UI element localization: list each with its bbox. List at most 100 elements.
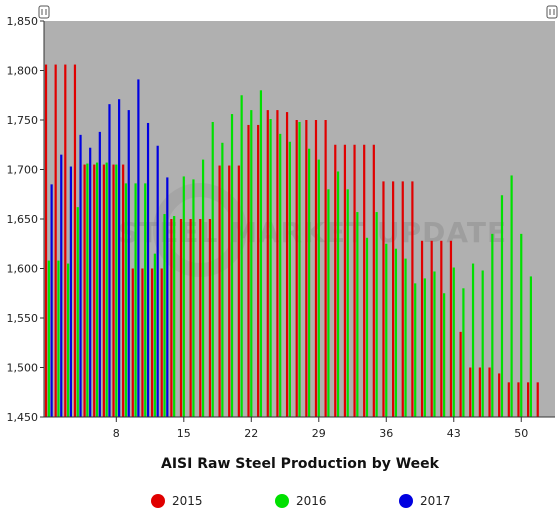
- bar-2016-week-29: [317, 159, 320, 417]
- legend-marker-2016: [275, 494, 289, 508]
- bar-2015-week-14: [170, 219, 173, 417]
- bar-2016-week-49: [510, 175, 513, 417]
- legend-item-2016[interactable]: 2016: [275, 494, 327, 508]
- bar-2015-week-19: [218, 165, 221, 417]
- bar-2016-week-26: [288, 141, 291, 417]
- legend-item-2015[interactable]: 2015: [151, 494, 203, 508]
- bar-2015-week-4: [73, 64, 77, 417]
- bar-2015-week-23: [257, 124, 260, 417]
- bar-2016-week-28: [308, 148, 311, 417]
- bar-2016-week-34: [365, 237, 369, 417]
- bar-2016-week-16: [192, 179, 195, 417]
- y-tick-label: 1,700: [7, 164, 39, 177]
- y-tick-label: 1,800: [7, 65, 39, 78]
- x-tick-label: 29: [312, 427, 326, 440]
- axes-group: 1,450 1,500 1,550 1,600 1,650 1,700 1,750 1,800…: [7, 15, 555, 440]
- bar-2015-week-52: [536, 382, 539, 417]
- bar-2015-week-1: [44, 64, 48, 417]
- bar-2016-week-45: [471, 263, 475, 417]
- bar-2015-week-24: [266, 110, 269, 417]
- bar-2016-week-13: [163, 214, 166, 417]
- bar-2015-week-36: [382, 181, 385, 417]
- bar-2016-week-30: [327, 189, 330, 417]
- bar-2016-week-25: [279, 133, 282, 418]
- bar-2016-week-14: [173, 216, 176, 417]
- scroll-handle-left[interactable]: [38, 5, 50, 19]
- bar-2017-week-6: [98, 131, 101, 417]
- bar-2015-week-10: [131, 268, 134, 417]
- bar-2016-week-37: [394, 248, 398, 417]
- bar-2015-week-42: [440, 240, 443, 417]
- bar-2015-week-33: [353, 144, 356, 417]
- bar-2016-week-18: [211, 121, 214, 417]
- bar-2016-week-51: [529, 276, 532, 417]
- legend[interactable]: 2015 2016 2017: [151, 494, 451, 508]
- bar-2015-week-28: [305, 120, 308, 417]
- bar-2016-week-12: [153, 253, 156, 417]
- bar-2016-week-5: [86, 163, 89, 417]
- bar-2016-week-38: [404, 258, 407, 417]
- bar-2015-week-45: [469, 367, 472, 417]
- bar-2015-week-46: [478, 367, 481, 417]
- bar-2016-week-8: [115, 164, 118, 417]
- bar-2016-week-47: [491, 233, 494, 417]
- x-tick-label: 43: [447, 427, 461, 440]
- bar-2016-week-10: [134, 183, 137, 417]
- x-axis-title: AISI Raw Steel Production by Week: [161, 456, 440, 472]
- bar-2017-week-1: [50, 184, 53, 417]
- bar-2016-week-20: [230, 114, 234, 417]
- bar-2016-week-31: [336, 171, 340, 417]
- bar-2016-week-23: [259, 90, 263, 418]
- bar-2016-week-11: [144, 183, 147, 417]
- bar-2016-week-48: [500, 195, 504, 417]
- bar-2016-week-32: [346, 189, 349, 417]
- bar-2017-week-9: [127, 110, 130, 417]
- bar-2015-week-2: [54, 64, 57, 417]
- bar-2015-week-18: [208, 219, 212, 417]
- bar-2017-week-3: [69, 166, 72, 417]
- scroll-handle-right[interactable]: [546, 5, 558, 19]
- bars-group: [44, 64, 539, 418]
- bar-2015-week-7: [102, 164, 105, 417]
- bar-2017-week-11: [146, 122, 150, 417]
- bar-2016-week-27: [298, 121, 301, 417]
- bar-2015-week-47: [488, 367, 491, 417]
- bar-2015-week-34: [363, 144, 366, 417]
- legend-item-2017[interactable]: 2017: [399, 494, 451, 508]
- bar-2016-week-41: [433, 271, 436, 417]
- bar-2015-week-26: [285, 112, 289, 417]
- bar-2015-week-30: [324, 120, 327, 417]
- y-tick-label: 1,850: [7, 15, 39, 28]
- y-tick-label: 1,750: [7, 114, 39, 127]
- bar-2015-week-3: [64, 64, 67, 417]
- bar-2016-week-42: [443, 293, 446, 417]
- bar-2015-week-21: [237, 165, 240, 417]
- x-tick-label: 36: [379, 427, 393, 440]
- y-tick-label: 1,550: [7, 312, 39, 325]
- bar-2015-week-35: [372, 144, 375, 417]
- bar-2017-week-13: [166, 177, 169, 417]
- bar-2017-week-7: [108, 104, 111, 417]
- bar-2015-week-20: [228, 165, 231, 417]
- bar-2015-week-49: [507, 382, 510, 417]
- bar-2015-week-41: [430, 240, 433, 417]
- bar-2017-week-2: [60, 154, 63, 417]
- x-tick-label: 8: [113, 427, 120, 440]
- bar-2015-week-51: [527, 382, 530, 417]
- bar-2016-week-17: [201, 159, 205, 417]
- bar-2015-week-15: [179, 219, 183, 417]
- y-tick-label: 1,650: [7, 213, 39, 226]
- bar-2015-week-17: [199, 219, 202, 417]
- bar-2015-week-48: [498, 373, 501, 417]
- bar-2015-week-50: [517, 382, 520, 417]
- bar-2016-week-1: [47, 260, 50, 417]
- bar-2015-week-13: [160, 268, 163, 417]
- bar-2017-week-4: [79, 134, 82, 417]
- bar-2015-week-31: [334, 144, 337, 417]
- bar-2017-week-10: [137, 79, 140, 417]
- bar-2015-week-22: [247, 124, 250, 417]
- bar-2015-week-6: [93, 164, 96, 417]
- bar-2016-week-36: [385, 243, 388, 417]
- legend-label-2016: 2016: [296, 494, 327, 508]
